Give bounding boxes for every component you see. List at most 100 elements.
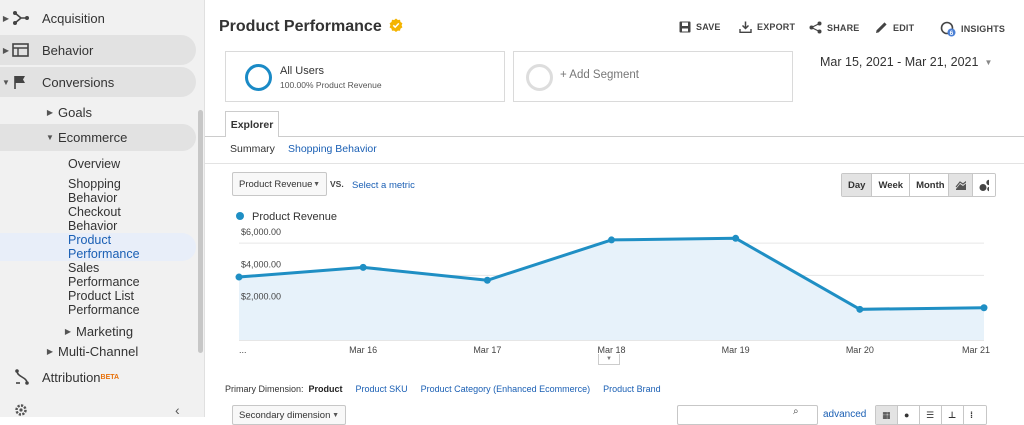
dimension-product-category[interactable]: Product Category (Enhanced Ecommerce)	[420, 384, 591, 394]
sidebar-subitem-shopping-behavior[interactable]: Shopping	[68, 177, 121, 191]
save-icon	[679, 21, 691, 33]
active-item-highlight	[0, 233, 196, 261]
collapse-sidebar-icon[interactable]: ‹	[175, 402, 180, 418]
insights-button[interactable]: 6 INSIGHTS	[940, 21, 1005, 37]
chart-collapse-handle[interactable]: ▼	[598, 354, 620, 365]
secondary-dimension-value: Secondary dimension	[239, 409, 331, 421]
sidebar-subitem-sales-performance-2[interactable]: Performance	[68, 275, 140, 289]
segment-subtitle: 100.00% Product Revenue	[280, 80, 382, 90]
sidebar-item-marketing[interactable]: ▶ Marketing	[0, 322, 196, 340]
comparison-icon: ⊥	[948, 409, 957, 420]
share-icon	[809, 21, 822, 34]
chart-type-toggle	[948, 173, 996, 197]
y-axis-ticks: $6,000.00 $4,000.00 $2,000.00	[241, 227, 281, 302]
export-label: EXPORT	[757, 22, 796, 32]
vs-label: VS.	[330, 179, 344, 189]
metric-select[interactable]: Product Revenue ▼	[232, 172, 327, 196]
sidebar-subitem-checkout-behavior[interactable]: Checkout	[68, 205, 121, 219]
data-point[interactable]	[235, 273, 243, 281]
sidebar-subitem-overview[interactable]: Overview	[68, 157, 121, 171]
data-point[interactable]	[608, 236, 615, 244]
add-segment-box[interactable]: + Add Segment	[513, 51, 793, 102]
week-button[interactable]: Week	[872, 174, 911, 196]
segment-title: All Users	[280, 65, 325, 77]
x-tick-label: Mar 16	[349, 345, 377, 355]
primary-dimension-row: Primary Dimension: Product Product SKU P…	[225, 384, 661, 394]
caret-down-icon: ▼	[2, 77, 10, 87]
line-chart-icon	[955, 181, 966, 190]
series-points	[235, 234, 988, 313]
data-view-button[interactable]: ▦	[876, 406, 898, 424]
sidebar-subitem-shopping-behavior-2[interactable]: Behavior	[68, 191, 118, 205]
caret-right-icon: ▶	[64, 326, 72, 336]
caret-down-icon: ▼	[332, 411, 339, 419]
dimension-product[interactable]: Product	[308, 384, 343, 394]
main-content: Product Performance SAVE EXPORT SHARE ED…	[205, 0, 1024, 425]
select-metric-link[interactable]: Select a metric	[352, 180, 415, 191]
sidebar-item-label: Attribution	[42, 369, 101, 385]
share-button[interactable]: SHARE	[809, 21, 860, 34]
sidebar-item-conversions[interactable]: ▼ Conversions	[0, 67, 196, 97]
page-title: Product Performance	[219, 18, 403, 36]
sidebar-subitem-product-list-2[interactable]: Performance	[68, 303, 140, 317]
sidebar-item-attribution[interactable]: Attribution BETA	[0, 366, 196, 388]
tab-explorer[interactable]: Explorer	[225, 111, 279, 137]
advanced-filter-link[interactable]: advanced	[823, 409, 867, 420]
search-icon[interactable]: ⌕	[793, 406, 799, 417]
sidebar-item-label: Ecommerce	[58, 130, 128, 145]
sidebar-subitem-product-performance[interactable]: Product	[68, 233, 112, 247]
day-button[interactable]: Day	[842, 174, 873, 196]
sidebar-scrollbar[interactable]	[198, 110, 203, 353]
data-point[interactable]	[483, 276, 491, 284]
pie-view-button[interactable]: ●	[898, 406, 920, 424]
pivot-view-button[interactable]: ⁞	[964, 406, 986, 424]
x-tick-label: Mar 19	[722, 345, 750, 355]
segment-color-ring	[245, 64, 272, 91]
comparison-view-button[interactable]: ⊥	[942, 406, 964, 424]
secondary-dimension-select[interactable]: Secondary dimension ▼	[232, 405, 346, 425]
sidebar: ▶ Acquisition ▶ Behavior ▼ Conversions ▶…	[0, 0, 205, 418]
line-chart-button[interactable]	[949, 174, 973, 196]
x-tick-label: Mar 17	[473, 345, 501, 355]
sidebar-subitem-product-list[interactable]: Product List	[68, 289, 135, 303]
export-button[interactable]: EXPORT	[739, 21, 795, 33]
segment-all-users[interactable]: All Users 100.00% Product Revenue	[225, 51, 505, 102]
dimension-product-brand[interactable]: Product Brand	[603, 384, 661, 394]
date-range-picker[interactable]: Mar 15, 2021 - Mar 21, 2021 ▼	[820, 55, 992, 69]
month-button[interactable]: Month	[910, 174, 951, 196]
performance-view-button[interactable]: ☰	[920, 406, 942, 424]
tab-summary[interactable]: Summary	[230, 143, 275, 155]
tab-divider	[205, 136, 1024, 137]
motion-chart-button[interactable]	[973, 174, 995, 196]
data-point[interactable]	[732, 234, 740, 242]
empty-segment-ring	[526, 64, 553, 91]
sidebar-item-goals[interactable]: ▶ Goals	[0, 102, 196, 122]
sidebar-item-acquisition[interactable]: ▶ Acquisition	[0, 5, 196, 31]
tab-shopping-behavior[interactable]: Shopping Behavior	[288, 143, 377, 155]
save-button[interactable]: SAVE	[679, 21, 721, 33]
sidebar-item-label: Goals	[58, 104, 92, 120]
beta-badge: BETA	[100, 373, 120, 381]
sidebar-subitem-product-performance-2[interactable]: Performance	[68, 247, 140, 261]
caret-right-icon: ▶	[2, 13, 10, 23]
sidebar-item-behavior[interactable]: ▶ Behavior	[0, 35, 196, 65]
sidebar-subitem-checkout-behavior-2[interactable]: Behavior	[68, 219, 118, 233]
series-area-fill	[239, 238, 984, 340]
sidebar-subitem-sales-performance[interactable]: Sales	[68, 261, 100, 275]
bars-icon: ☰	[926, 409, 935, 420]
data-point[interactable]	[980, 304, 988, 312]
sidebar-item-ecommerce[interactable]: ▼ Ecommerce	[0, 124, 196, 151]
insights-badge: 6	[950, 30, 954, 37]
verified-badge-icon	[389, 18, 403, 32]
dimension-product-sku[interactable]: Product SKU	[355, 384, 408, 394]
sidebar-item-label: Acquisition	[42, 10, 105, 26]
interval-toggle: Day Week Month	[841, 173, 952, 197]
sidebar-item-multichannel[interactable]: ▶ Multi-Channel	[0, 342, 196, 360]
edit-button[interactable]: EDIT	[875, 21, 914, 34]
data-point[interactable]	[856, 305, 864, 313]
insights-label: INSIGHTS	[961, 24, 1006, 34]
y-tick-label: $4,000.00	[241, 259, 281, 269]
caret-down-icon: ▼	[984, 57, 993, 67]
gear-icon[interactable]	[14, 403, 28, 417]
data-point[interactable]	[359, 263, 367, 271]
